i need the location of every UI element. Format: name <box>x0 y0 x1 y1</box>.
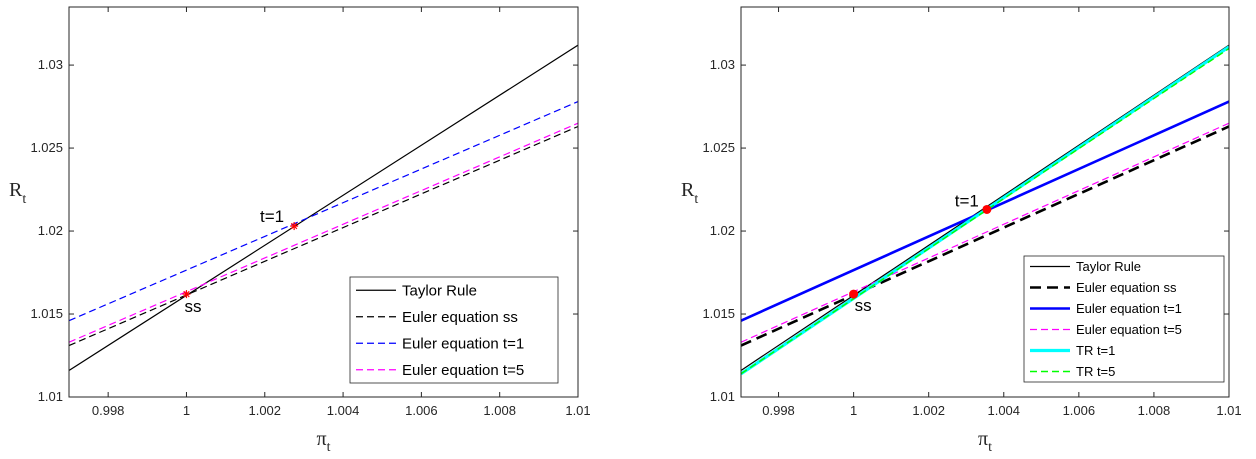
series-line-euler-equation-ss <box>69 125 578 347</box>
y-tick-label: 1.025 <box>702 140 735 155</box>
x-tick-label: 1.008 <box>1138 403 1171 418</box>
legend-label-tr-t-5: TR t=5 <box>1076 364 1115 379</box>
x-tick-label: 1 <box>850 403 857 418</box>
y-axis-label: Rt <box>9 179 26 207</box>
series-line-euler-equation-ss <box>741 125 1229 347</box>
point-marker-ss <box>182 290 191 299</box>
legend-box <box>349 276 559 384</box>
x-axis-label: πt <box>317 428 331 455</box>
right-panel: ss t=1 0.998 1 1.002 1.004 1.006 1.008 1.01 1.01 1… <box>681 6 1242 455</box>
axes-box <box>68 6 579 398</box>
point-marker-ss <box>849 289 859 299</box>
point-marker-t-1 <box>290 222 299 231</box>
x-tick-label: 1.002 <box>248 403 281 418</box>
x-tick-label: 1.004 <box>327 403 360 418</box>
y-tick-label: 1.015 <box>702 306 735 321</box>
legend-label-euler-equation-t-5: Euler equation t=5 <box>402 362 524 379</box>
series-group <box>69 44 578 371</box>
x-tick-label: 0.998 <box>92 403 125 418</box>
point-marker-t-1 <box>982 204 992 214</box>
legend-box <box>1023 255 1225 383</box>
annotation-t-1: t=1 <box>260 207 284 226</box>
legend-label-tr-t-1: TR t=1 <box>1076 343 1115 358</box>
x-tick-label: 1.004 <box>987 403 1020 418</box>
left-panel: ss t=1 0.998 1 1.002 1.004 1.006 1.008 1.01 1.01 1… <box>9 6 591 455</box>
legend-label-euler-equation-ss: Euler equation ss <box>1076 280 1177 295</box>
y-tick-label: 1.01 <box>710 389 735 404</box>
legend-label-taylor-rule: Taylor Rule <box>1076 259 1141 274</box>
x-tick-label: 1.01 <box>565 403 590 418</box>
y-tick-label: 1.03 <box>38 57 63 72</box>
legend-label-euler-equation-ss: Euler equation ss <box>402 309 518 326</box>
y-tick-label: 1.025 <box>30 140 63 155</box>
x-tick-label: 0.998 <box>762 403 795 418</box>
series-line-euler-equation-t-5 <box>69 122 578 343</box>
annotation-ss: ss <box>855 296 872 315</box>
x-tick-label: 1.002 <box>912 403 945 418</box>
series-line-euler-equation-t-1 <box>69 101 578 322</box>
y-axis-label: Rt <box>681 179 698 207</box>
x-axis-label: πt <box>978 428 992 455</box>
y-tick-label: 1.015 <box>30 306 63 321</box>
x-tick-label: 1.006 <box>405 403 438 418</box>
legend-label-euler-equation-t-1: Euler equation t=1 <box>402 336 524 353</box>
x-tick-label: 1 <box>183 403 190 418</box>
series-line-euler-equation-t-5 <box>741 122 1229 343</box>
axes-box <box>740 6 1230 398</box>
y-tick-label: 1.03 <box>710 57 735 72</box>
series-line-tr-t-5 <box>741 47 1229 375</box>
legend: Taylor Rule Euler equation ss Euler equati… <box>349 276 559 384</box>
x-tick-label: 1.01 <box>1216 403 1241 418</box>
y-tick-label: 1.01 <box>38 389 63 404</box>
y-tick-label: 1.02 <box>710 223 735 238</box>
series-line-taylor-rule <box>69 44 578 371</box>
y-tick-label: 1.02 <box>38 223 63 238</box>
legend: Taylor Rule Euler equation ss Euler equati… <box>1023 255 1225 383</box>
annotation-ss: ss <box>184 297 201 316</box>
legend-label-euler-equation-t-1: Euler equation t=1 <box>1076 301 1182 316</box>
x-tick-label: 1.008 <box>483 403 516 418</box>
legend-label-taylor-rule: Taylor Rule <box>402 283 477 300</box>
annotation-t-1: t=1 <box>955 191 979 210</box>
legend-label-euler-equation-t-5: Euler equation t=5 <box>1076 322 1182 337</box>
x-tick-label: 1.006 <box>1063 403 1096 418</box>
